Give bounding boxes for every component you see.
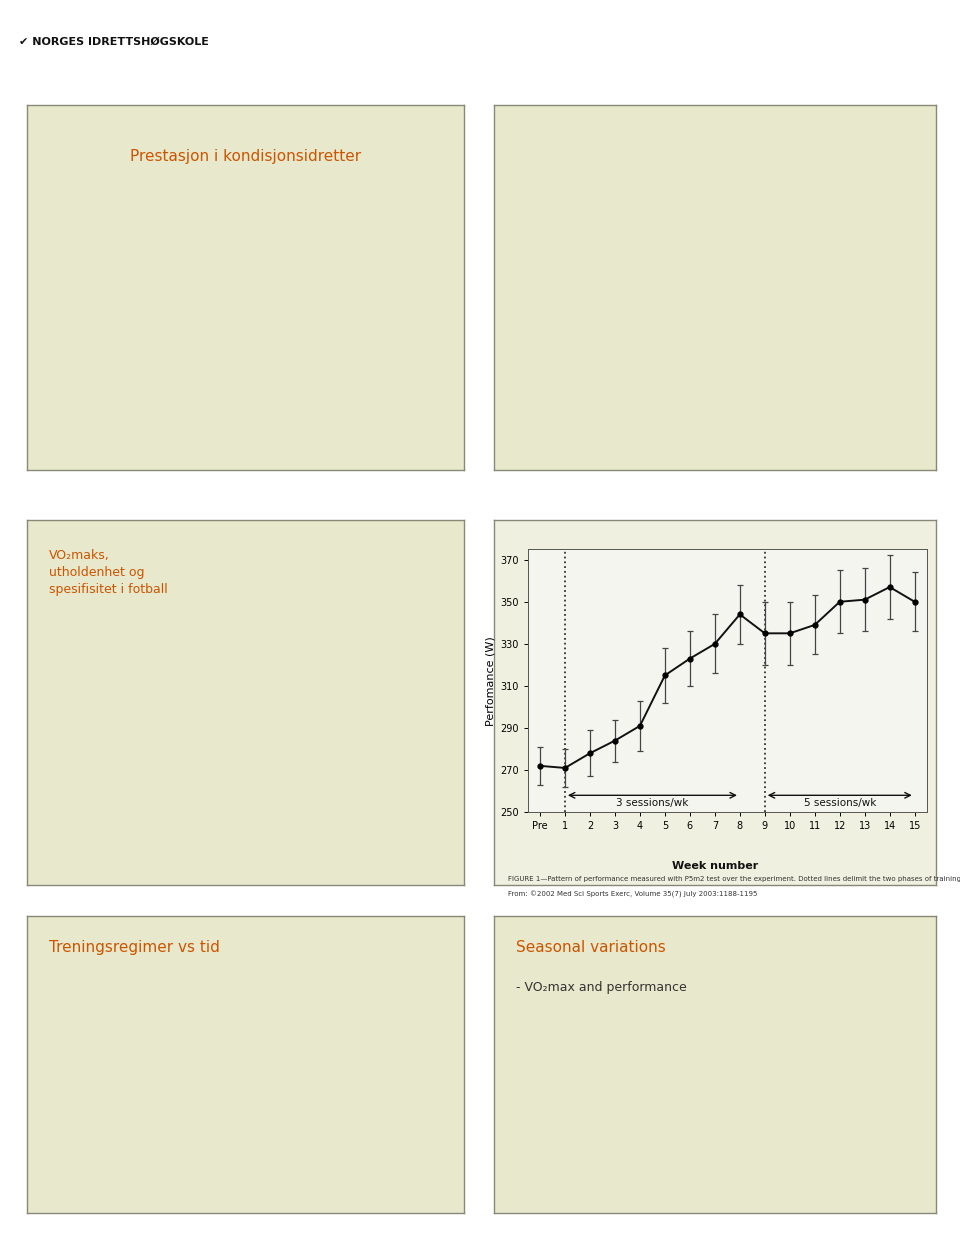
Text: Prestasjon i kondisjonsidretter: Prestasjon i kondisjonsidretter bbox=[130, 149, 361, 165]
Text: Week number: Week number bbox=[672, 860, 758, 870]
Text: Treningsregimer vs tid: Treningsregimer vs tid bbox=[49, 940, 220, 954]
Text: VO₂maks,
utholdenhet og
spesifisitet i fotball: VO₂maks, utholdenhet og spesifisitet i f… bbox=[49, 550, 167, 597]
Text: From: ©2002 Med Sci Sports Exerc, Volume 35(7) July 2003:1188-1195: From: ©2002 Med Sci Sports Exerc, Volume… bbox=[508, 891, 757, 899]
Text: 5 sessions/wk: 5 sessions/wk bbox=[804, 799, 876, 808]
Text: Seasonal variations: Seasonal variations bbox=[516, 940, 666, 954]
Text: - VO₂max and performance: - VO₂max and performance bbox=[516, 982, 687, 994]
Text: 3 sessions/wk: 3 sessions/wk bbox=[616, 799, 688, 808]
Text: ✔ NORGES IDRETTSHØGSKOLE: ✔ NORGES IDRETTSHØGSKOLE bbox=[19, 37, 209, 47]
Text: FIGURE 1—Pattern of performance measured with P5m2 test over the experiment. Dot: FIGURE 1—Pattern of performance measured… bbox=[508, 877, 960, 883]
Y-axis label: Perfomance (W): Perfomance (W) bbox=[486, 636, 495, 725]
